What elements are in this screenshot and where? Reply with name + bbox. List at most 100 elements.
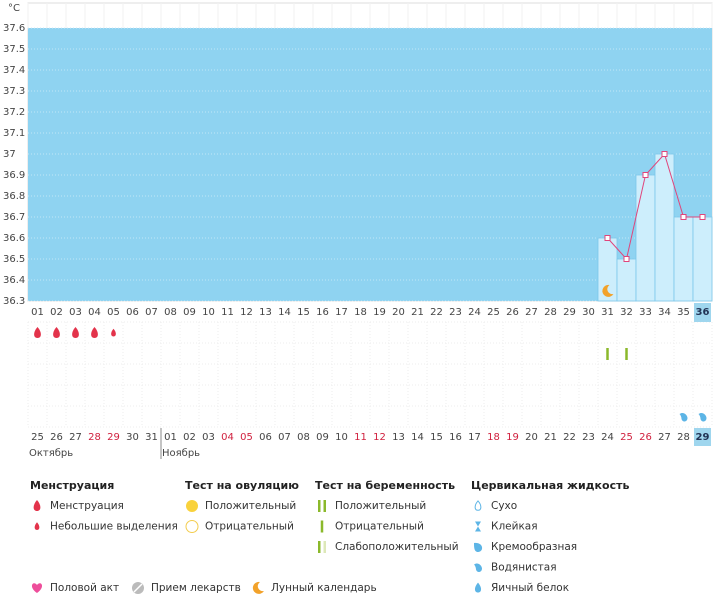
day-label: 17 xyxy=(335,307,348,318)
date-label: 11 xyxy=(354,432,367,443)
moon xyxy=(252,581,264,594)
date-label: 27 xyxy=(658,432,671,443)
date-label: 15 xyxy=(430,432,443,443)
date-label: 21 xyxy=(544,432,557,443)
pill-line xyxy=(133,583,143,593)
day-label: 36 xyxy=(696,307,710,318)
event-drop xyxy=(53,327,60,338)
cream xyxy=(474,542,483,552)
event-drop-small xyxy=(111,328,116,337)
temp-point xyxy=(699,214,706,220)
legend-label: Менструация xyxy=(50,500,124,512)
day-label: 35 xyxy=(677,307,690,318)
bar xyxy=(606,348,609,360)
legend-label: Кремообразная xyxy=(491,541,577,553)
day-label: 23 xyxy=(449,307,462,318)
day-label: 32 xyxy=(620,307,633,318)
legend-label: Лунный календарь xyxy=(271,582,377,594)
date-label: 01 xyxy=(164,432,177,443)
temp-line xyxy=(607,153,703,261)
watery xyxy=(474,563,482,573)
current-day-bg xyxy=(694,428,711,446)
date-label: 26 xyxy=(639,432,652,443)
legend-label: Отрицательный xyxy=(205,521,294,533)
day-label: 30 xyxy=(582,307,595,318)
day-label: 20 xyxy=(392,307,405,318)
date-label: 16 xyxy=(449,432,462,443)
y-tick-label: 36.6 xyxy=(3,233,25,244)
bar xyxy=(323,541,326,553)
temp-bar xyxy=(692,216,713,302)
date-label: 10 xyxy=(335,432,348,443)
date-label: 14 xyxy=(411,432,424,443)
legend-label: Яичный белок xyxy=(491,582,569,594)
legend-title: Менструация xyxy=(30,479,114,492)
event-fluid-watery xyxy=(679,412,688,422)
bar xyxy=(625,348,628,360)
day-label: 25 xyxy=(487,307,500,318)
month-label: Октябрь xyxy=(29,448,73,459)
temp-point xyxy=(642,172,649,178)
date-label: 24 xyxy=(601,432,614,443)
legend-icon xyxy=(320,520,324,533)
temp-point xyxy=(661,151,668,157)
day-label: 08 xyxy=(164,307,177,318)
day-label: 15 xyxy=(297,307,310,318)
date-label: 23 xyxy=(582,432,595,443)
temp-bar xyxy=(673,216,694,302)
legend-icon xyxy=(474,542,483,552)
y-tick-label: 37.2 xyxy=(3,107,25,118)
hourglass xyxy=(475,521,481,532)
legend-label: Сухо xyxy=(491,500,517,512)
legend-icon xyxy=(474,563,482,573)
day-label: 24 xyxy=(468,307,481,318)
date-label: 18 xyxy=(487,432,500,443)
event-fluid-watery xyxy=(698,412,707,422)
event-drop xyxy=(34,327,41,338)
drop xyxy=(474,582,482,593)
y-tick-label: 37.3 xyxy=(3,86,25,97)
day-label: 11 xyxy=(221,307,234,318)
y-tick-label: 36.3 xyxy=(3,296,25,307)
date-label: 20 xyxy=(525,432,538,443)
legend-title: Цервикальная жидкость xyxy=(471,479,629,492)
day-label: 14 xyxy=(278,307,291,318)
date-label: 27 xyxy=(69,432,82,443)
day-label: 06 xyxy=(126,307,139,318)
date-label: 08 xyxy=(297,432,310,443)
day-label: 04 xyxy=(88,307,101,318)
date-label: 09 xyxy=(316,432,329,443)
y-tick-label: 37 xyxy=(3,149,16,160)
bar xyxy=(320,520,324,533)
day-label: 22 xyxy=(430,307,443,318)
moon xyxy=(602,284,614,297)
date-label: 25 xyxy=(31,432,44,443)
y-tick-label: 37.1 xyxy=(3,128,25,139)
date-label: 29 xyxy=(107,432,120,443)
event-moon xyxy=(602,284,614,297)
legend-icon xyxy=(186,500,198,512)
event-drop xyxy=(72,327,79,338)
legend-icon xyxy=(34,522,40,530)
day-label: 03 xyxy=(69,307,82,318)
date-label: 28 xyxy=(677,432,690,443)
date-label: 25 xyxy=(620,432,633,443)
date-label: 28 xyxy=(88,432,101,443)
legend-icon xyxy=(475,521,481,532)
date-label: 05 xyxy=(240,432,253,443)
event-bar xyxy=(606,348,609,360)
day-label: 29 xyxy=(563,307,576,318)
legend-label: Слабоположительный xyxy=(335,541,459,553)
legend-label: Прием лекарств xyxy=(151,582,241,594)
legend-label: Клейкая xyxy=(491,521,538,533)
day-label: 09 xyxy=(183,307,196,318)
legend-icon xyxy=(318,541,326,553)
legend-icon xyxy=(474,582,482,593)
temp-bar xyxy=(635,174,656,302)
dot xyxy=(185,520,199,533)
temp-bar xyxy=(616,258,637,302)
day-label: 28 xyxy=(544,307,557,318)
bar xyxy=(318,500,321,512)
y-tick-label: 36.7 xyxy=(3,212,25,223)
day-label: 26 xyxy=(506,307,519,318)
